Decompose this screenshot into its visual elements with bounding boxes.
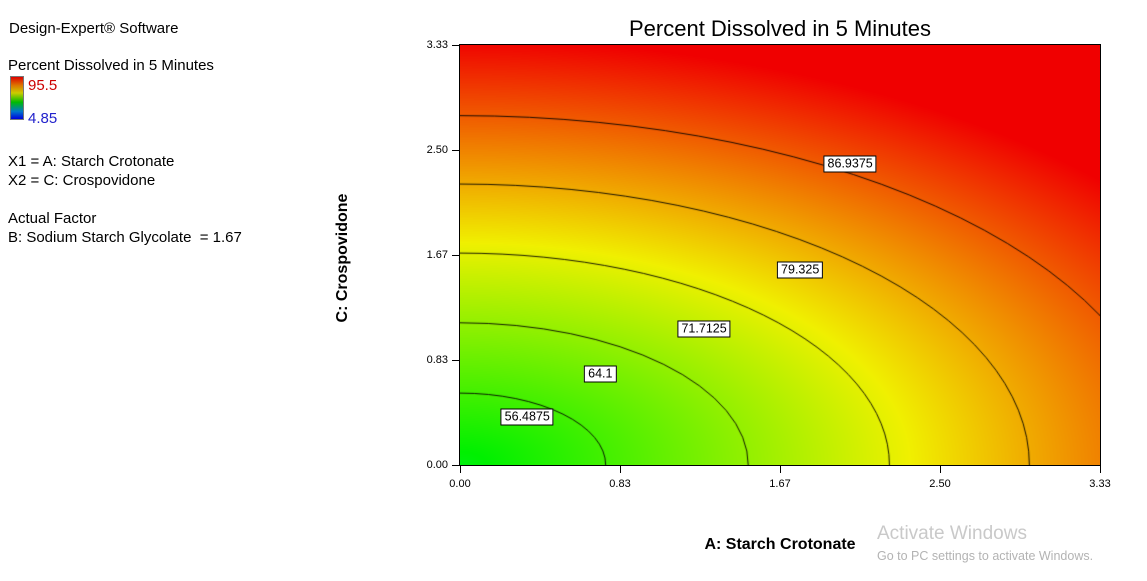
x-tick-label: 3.33	[1089, 478, 1111, 490]
y-tick-label: 0.83	[426, 354, 448, 366]
legend-max-value: 95.5	[28, 77, 58, 94]
app-title: Design-Expert® Software	[9, 20, 179, 37]
chart-title: Percent Dissolved in 5 Minutes	[628, 16, 932, 41]
y-tick-mark	[452, 464, 459, 466]
contour-label: 56.4875	[500, 408, 554, 426]
x2-factor-assignment: X2 = C: Crospovidone	[8, 172, 156, 189]
watermark-subtitle: Go to PC settings to activate Windows.	[877, 549, 1094, 563]
x1-factor-assignment: X1 = A: Starch Crotonate	[8, 153, 175, 170]
x-tick-mark	[779, 466, 781, 473]
y-tick-label: 3.33	[426, 39, 448, 51]
x-tick-label: 2.50	[929, 478, 951, 490]
contour-label: 86.9375	[823, 155, 877, 173]
y-axis-label: C: Crospovidone	[334, 193, 351, 323]
contour-label: 71.7125	[677, 320, 731, 338]
x-tick-label: 1.67	[769, 478, 791, 490]
y-tick-mark	[452, 149, 459, 151]
x-tick-label: 0.00	[449, 478, 471, 490]
contour-label: 64.1	[584, 365, 617, 383]
x-tick-mark	[459, 466, 461, 473]
y-tick-mark	[452, 254, 459, 256]
y-tick-mark	[452, 44, 459, 46]
y-tick-label: 1.67	[426, 249, 448, 261]
x-tick-mark	[1099, 466, 1101, 473]
contour-surface-canvas[interactable]	[460, 45, 1100, 465]
x-tick-mark	[939, 466, 941, 473]
x-tick-label: 0.83	[609, 478, 631, 490]
response-name: Percent Dissolved in 5 Minutes	[8, 57, 214, 74]
x-tick-mark	[619, 466, 621, 473]
activate-windows-watermark: Activate Windows Go to PC settings to ac…	[877, 523, 1093, 563]
y-tick-mark	[452, 359, 459, 361]
actual-factor-heading: Actual Factor	[8, 210, 97, 227]
actual-factor-value: B: Sodium Starch Glycolate = 1.67	[8, 229, 242, 246]
y-tick-label: 2.50	[426, 144, 448, 156]
contour-label: 79.325	[777, 261, 824, 278]
y-tick-label: 0.00	[426, 459, 448, 471]
legend-min-value: 4.85	[28, 110, 58, 127]
watermark-title: Activate Windows	[877, 523, 1027, 544]
x-axis-label: A: Starch Crotonate	[704, 536, 856, 553]
color-scale-gradient-bar	[10, 76, 24, 120]
contour-plot[interactable]: 56.4875 64.1 71.7125 79.325 86.9375	[459, 44, 1101, 466]
